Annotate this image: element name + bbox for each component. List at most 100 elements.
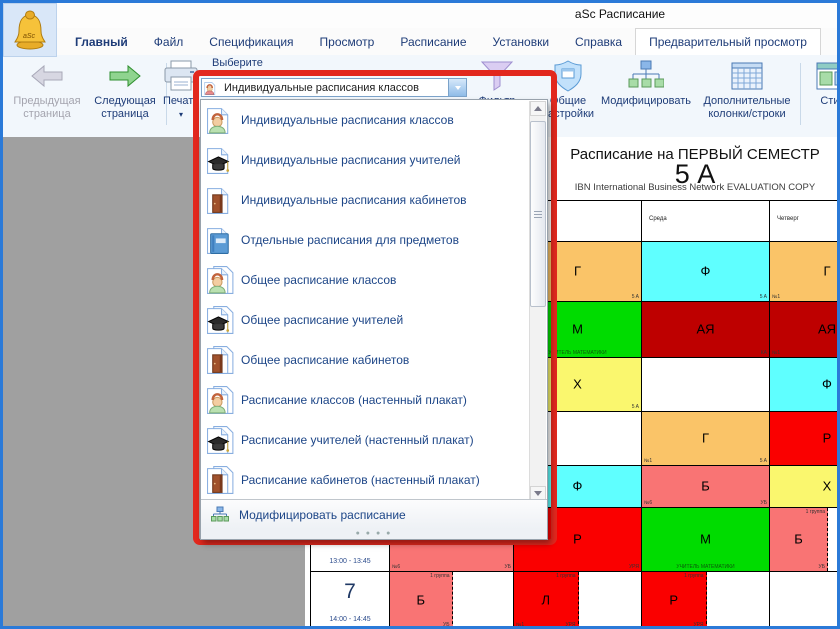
print-dropdown-caret[interactable]: ▾	[178, 110, 183, 119]
toolbar-separator	[800, 63, 801, 125]
day-header-label: Среда	[649, 216, 667, 222]
menu-tab-расписание[interactable]: Расписание	[400, 34, 467, 49]
dropdown-list-item[interactable]: Отдельные расписания для предметов	[201, 220, 529, 260]
timetable-cell	[769, 571, 840, 629]
lesson-subject: АЯ	[696, 320, 715, 336]
modify-schedule-item[interactable]: Модифицировать расписание	[201, 499, 547, 529]
lesson-subject: Ф	[700, 262, 711, 278]
dropdown-list-item[interactable]: Общее расписание кабинетов	[201, 340, 529, 380]
combobox-value: Индивидуальные расписания классов	[224, 81, 419, 94]
grid-table-icon	[698, 57, 796, 95]
lesson-detail-label: КА	[760, 350, 767, 356]
menu-tab-справка[interactable]: Справка	[575, 34, 623, 49]
report-type-combobox[interactable]: Индивидуальные расписания классов	[201, 78, 467, 97]
style-label: Стиль	[820, 95, 840, 107]
period-number: 7	[344, 580, 356, 603]
room-pages-icon	[201, 465, 241, 495]
lesson-subject: Ф	[822, 375, 832, 391]
lesson-detail-label: 5 A	[631, 294, 639, 300]
dropdown-list-item[interactable]: Расписание кабинетов (настенный плакат)	[201, 460, 529, 500]
book-page-icon	[201, 225, 241, 255]
funnel-icon	[470, 57, 524, 95]
dropdown-list-item[interactable]: Расписание классов (настенный плакат)	[201, 380, 529, 420]
lesson-detail-label: №1	[772, 350, 781, 356]
lesson-detail-label: №1	[772, 294, 781, 300]
toolbar-separator	[166, 63, 167, 125]
timetable-cell	[641, 357, 770, 412]
print-label: Печать	[162, 95, 200, 107]
timetable-cell: 7 14:00 - 14:45	[310, 571, 390, 629]
lesson-detail-label: 1 группа	[684, 573, 704, 579]
modify-label: Модифицировать	[601, 95, 691, 107]
lesson-subject: Б	[794, 530, 803, 546]
class-report-icon	[204, 80, 220, 96]
timetable-class-name: 5 А	[674, 159, 716, 189]
lesson-detail-label: 1 группа	[805, 509, 825, 515]
lesson-subject: Г	[701, 429, 710, 445]
lesson-subject: Г	[573, 262, 582, 278]
class-pages-icon	[201, 265, 241, 295]
org-chart-icon	[596, 57, 696, 95]
app-logo-bell-icon[interactable]: aSc	[3, 3, 57, 57]
lesson-subject: Г	[823, 262, 831, 278]
lesson-detail-label: №6	[644, 500, 653, 506]
timetable-cell: Р	[769, 411, 840, 466]
printer-icon	[152, 57, 210, 95]
period-time: 13:00 - 13:45	[329, 558, 371, 565]
lesson-subject: Р	[573, 530, 582, 546]
timetable-cell: Ф	[769, 357, 840, 412]
extra-columns-button[interactable]: Дополнительные колонки/строки	[698, 57, 796, 133]
lesson-detail-label: 1 группа	[556, 573, 576, 579]
teacher-pages-icon	[201, 425, 241, 455]
lesson-detail-label: 5 A	[631, 404, 639, 410]
lesson-subject: Х	[573, 375, 582, 391]
lesson-subject: М	[572, 320, 583, 336]
timetable-cell: Л №1 УРЯ 1 группа	[513, 571, 642, 629]
timetable-cell: Х	[769, 465, 840, 508]
menu-tab-просмотр[interactable]: Просмотр	[319, 34, 375, 49]
scroll-thumb[interactable]	[530, 121, 546, 307]
dropdown-list-item[interactable]: Индивидуальные расписания кабинетов	[201, 180, 529, 220]
lesson-subject: Л	[541, 591, 551, 607]
dropdown-list-item[interactable]: Индивидуальные расписания классов	[201, 100, 529, 140]
timetable-cell: АЯ КА	[641, 301, 770, 358]
combobox-dropdown-button[interactable]	[448, 79, 466, 96]
dropdown-list-item[interactable]: Общее расписание учителей	[201, 300, 529, 340]
timetable-cell: Б УБ 1 группа	[769, 507, 840, 572]
menu-tab-спецификация[interactable]: Спецификация	[209, 34, 294, 49]
lesson-subject: Ф	[572, 477, 583, 493]
lesson-detail-label: №1	[644, 458, 653, 464]
right-arrow-icon	[88, 57, 162, 95]
lesson-subject: АЯ	[817, 320, 837, 336]
menu-tab-предварительный[interactable]: Предварительный просмотр	[635, 28, 821, 55]
timetable-title: Расписание на ПЕРВЫЙ СЕМЕСТР	[570, 146, 820, 163]
modify-button[interactable]: Модифицировать	[596, 57, 696, 133]
dropdown-resize-grip[interactable]: ● ● ● ●	[201, 529, 547, 539]
menu-tab-главный[interactable]: Главный	[75, 34, 128, 49]
timetable-cell: АЯ №1	[769, 301, 840, 358]
lesson-detail-label: 5 A	[759, 294, 767, 300]
menu-tab-файл[interactable]: Файл	[153, 34, 184, 49]
lesson-subject: М	[700, 530, 711, 546]
menu-tab-установки[interactable]: Установки	[492, 34, 550, 49]
dropdown-list-item[interactable]: Общее расписание классов	[201, 260, 529, 300]
room-page-icon	[201, 185, 241, 215]
scroll-up-button[interactable]	[530, 101, 546, 116]
modify-schedule-label: Модифицировать расписание	[239, 507, 406, 522]
timetable-cell: Г №1 5 A	[641, 411, 770, 466]
prev-page-button[interactable]: Предыдущая страница	[6, 57, 88, 133]
dropdown-list-item[interactable]: Индивидуальные расписания учителей	[201, 140, 529, 180]
dropdown-list-item[interactable]: Расписание учителей (настенный плакат)	[201, 420, 529, 460]
svg-text:aSc: aSc	[23, 33, 36, 40]
lesson-subject: Х	[822, 477, 832, 493]
lesson-subject: Р	[822, 429, 832, 445]
lesson-detail-label: 5 A	[759, 458, 767, 464]
next-page-button[interactable]: Следующая страница	[88, 57, 162, 133]
style-button[interactable]: Стиль	[806, 57, 840, 133]
lesson-detail-label: 1 группа	[430, 573, 450, 579]
dropdown-scrollbar[interactable]	[529, 101, 546, 501]
dropdown-list: Индивидуальные расписания классов Индиви…	[201, 100, 529, 502]
print-button[interactable]: Печать ▾	[152, 57, 210, 133]
bell-icon: aSc	[14, 10, 46, 50]
lesson-detail-label: УБ	[504, 564, 511, 570]
